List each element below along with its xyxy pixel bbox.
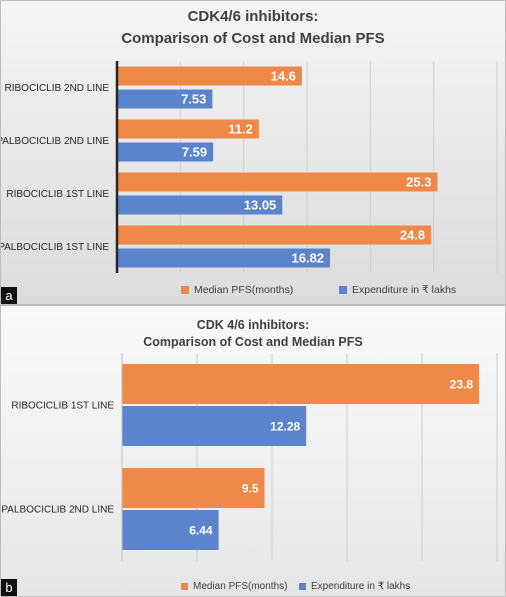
bar-expenditure	[122, 406, 307, 446]
data-label: 12.28	[270, 419, 300, 433]
legend: Median PFS(months) Expenditure in ₹ lakhs	[181, 581, 410, 592]
bar-median-pfs	[117, 172, 438, 192]
legend-swatch	[339, 286, 347, 294]
legend-label: Expenditure in ₹ lakhs	[352, 284, 456, 296]
bar-expenditure	[117, 142, 214, 162]
legend: Median PFS(months) Expenditure in ₹ lakhs	[181, 284, 456, 296]
bar-median-pfs	[117, 225, 432, 245]
category-label: PALBOCICLIB 2ND LINE	[1, 136, 109, 147]
bar-expenditure	[117, 248, 331, 268]
panel-label-a: a	[1, 287, 17, 304]
chart-b-title-line-2: Comparison of Cost and Median PFS	[143, 335, 363, 349]
chart-a-title-line-2: Comparison of Cost and Median PFS	[121, 30, 385, 47]
category-label: PALBOCICLIB 2ND LINE	[1, 505, 114, 516]
chart-a-title-line-1: CDK4/6 inhibitors:	[187, 8, 319, 25]
bar-median-pfs	[122, 468, 265, 508]
panel-label-b: b	[1, 579, 17, 596]
bar-median-pfs	[117, 66, 302, 86]
data-label: 13.05	[244, 198, 277, 213]
legend-label: Median PFS(months)	[193, 581, 287, 592]
bar-expenditure	[117, 195, 283, 215]
legend-swatch	[181, 583, 188, 590]
category-label: RIBOCICLIB 1ST LINE	[11, 401, 114, 412]
legend-label: Expenditure in ₹ lakhs	[311, 581, 410, 592]
category-label: RIBOCICLIB 1ST LINE	[6, 189, 109, 200]
bar-expenditure	[117, 89, 213, 109]
data-label: 23.8	[450, 377, 474, 391]
category-label: RIBOCICLIB 2ND LINE	[5, 83, 110, 94]
data-label: 11.2	[228, 122, 253, 137]
data-label: 7.59	[182, 145, 207, 160]
data-label: 7.53	[181, 92, 206, 107]
chart-a-plot: 14.6 7.53 RIBOCICLIB 2ND LINE 11.2 7.59 PALBO…	[1, 61, 498, 296]
chart-panel-b: CDK 4/6 inhibitors: Comparison of Cost a…	[0, 305, 506, 597]
data-label: 14.6	[271, 69, 296, 84]
chart-b-plot: 23.8 12.28 RIBOCICLIB 1ST LINE 9.5 6.44 PALBO…	[1, 353, 498, 592]
data-label: 24.8	[400, 228, 425, 243]
legend-label: Median PFS(months)	[194, 284, 293, 296]
bar-median-pfs	[117, 119, 259, 139]
data-label: 25.3	[406, 175, 431, 190]
chart-panel-a: CDK4/6 inhibitors: Comparison of Cost an…	[0, 0, 506, 305]
data-label: 16.82	[292, 251, 325, 266]
chart-b-title-line-1: CDK 4/6 inhibitors:	[196, 318, 310, 332]
bar-expenditure	[122, 510, 219, 550]
legend-swatch	[181, 286, 189, 294]
bar-median-pfs	[122, 364, 479, 404]
data-label: 6.44	[189, 523, 213, 537]
legend-swatch	[299, 583, 306, 590]
data-label: 9.5	[242, 481, 259, 495]
category-label: PALBOCICLIB 1ST LINE	[1, 242, 109, 253]
